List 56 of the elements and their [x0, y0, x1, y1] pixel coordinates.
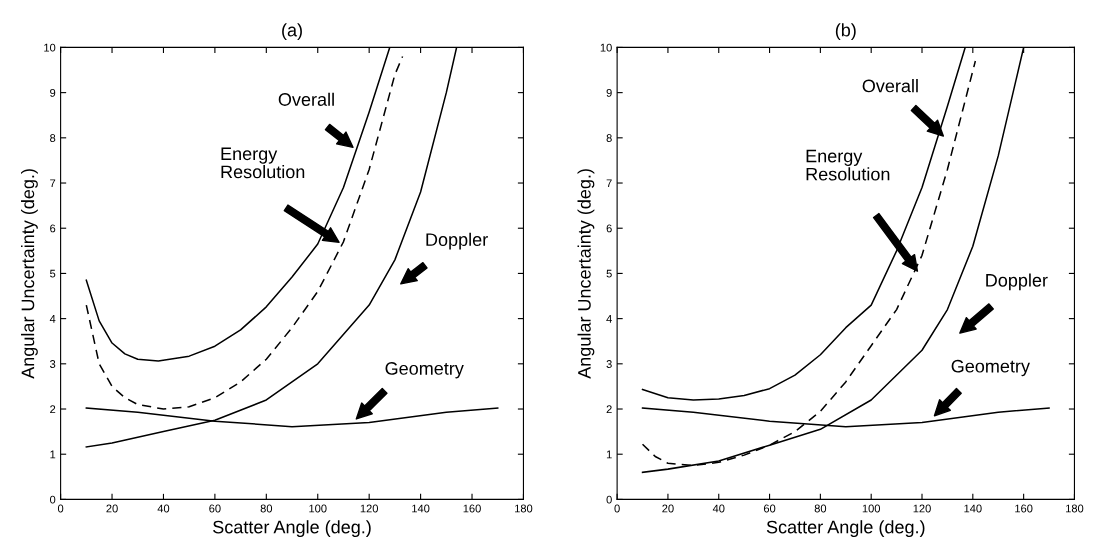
y-tick-label: 7	[606, 179, 612, 188]
x-tick-label: 160	[463, 504, 481, 513]
x-tick-label: 40	[712, 504, 725, 513]
y-axis-title: Angular Uncertainty (deg.)	[21, 169, 38, 379]
x-tick-label: 60	[209, 504, 221, 513]
y-tick-label: 1	[50, 450, 56, 459]
x-tick-label: 80	[814, 504, 827, 513]
y-tick-label: 2	[606, 405, 612, 414]
annotation: Geometry	[951, 359, 1030, 377]
y-tick-label: 9	[606, 88, 612, 97]
chart-title: (a)	[282, 23, 302, 41]
x-tick-label: 80	[260, 504, 273, 513]
y-tick-label: 8	[50, 134, 56, 142]
y-tick-label: 7	[50, 179, 56, 188]
x-tick-label: 100	[309, 504, 327, 513]
x-tick-label: 100	[862, 504, 881, 513]
y-tick-label: 9	[50, 88, 56, 97]
x-tick-label: 20	[662, 504, 674, 513]
x-tick-label: 60	[763, 504, 776, 513]
y-tick-label: 4	[606, 315, 612, 323]
y-tick-label: 6	[50, 224, 56, 233]
x-tick-label: 160	[1015, 504, 1033, 513]
x-tick-label: 180	[515, 504, 533, 513]
x-axis-title: Scatter Angle (deg.)	[213, 520, 371, 538]
y-tick-label: 10	[44, 43, 56, 52]
y-tick-label: 0	[50, 495, 56, 504]
x-tick-label: 0	[614, 504, 620, 513]
y-tick-label: 8	[606, 134, 612, 142]
y-tick-label: 2	[50, 405, 56, 414]
annotation: Energy Resolution	[806, 149, 890, 181]
annotation: Geometry	[385, 362, 464, 379]
annotation: Overall	[278, 92, 334, 106]
x-tick-label: 20	[106, 504, 118, 513]
x-tick-label: 40	[157, 504, 170, 513]
x-tick-label: 180	[1066, 504, 1084, 513]
annotation: Energy Resolution	[221, 147, 305, 179]
chart-title: (b)	[835, 23, 856, 41]
y-tick-label: 5	[606, 269, 612, 278]
y-tick-label: 5	[50, 269, 56, 278]
y-tick-label: 10	[600, 43, 612, 52]
annotation: Doppler	[986, 273, 1048, 291]
annotation: Overall	[862, 79, 918, 93]
annotation: Doppler	[426, 232, 488, 250]
x-axis-title: Scatter Angle (deg.)	[766, 520, 925, 538]
y-axis-title: Angular Uncertainty (deg.)	[577, 169, 595, 379]
y-tick-label: 3	[49, 360, 56, 368]
x-tick-label: 120	[360, 504, 379, 513]
x-tick-label: 120	[913, 504, 931, 513]
x-tick-label: 140	[964, 504, 982, 513]
y-tick-label: 6	[606, 224, 612, 233]
y-tick-label: 3	[606, 360, 612, 368]
x-tick-label: 0	[57, 504, 64, 513]
y-tick-label: 0	[606, 495, 612, 504]
x-tick-label: 140	[412, 504, 430, 513]
y-tick-label: 4	[49, 315, 56, 323]
y-tick-label: 1	[606, 450, 612, 459]
